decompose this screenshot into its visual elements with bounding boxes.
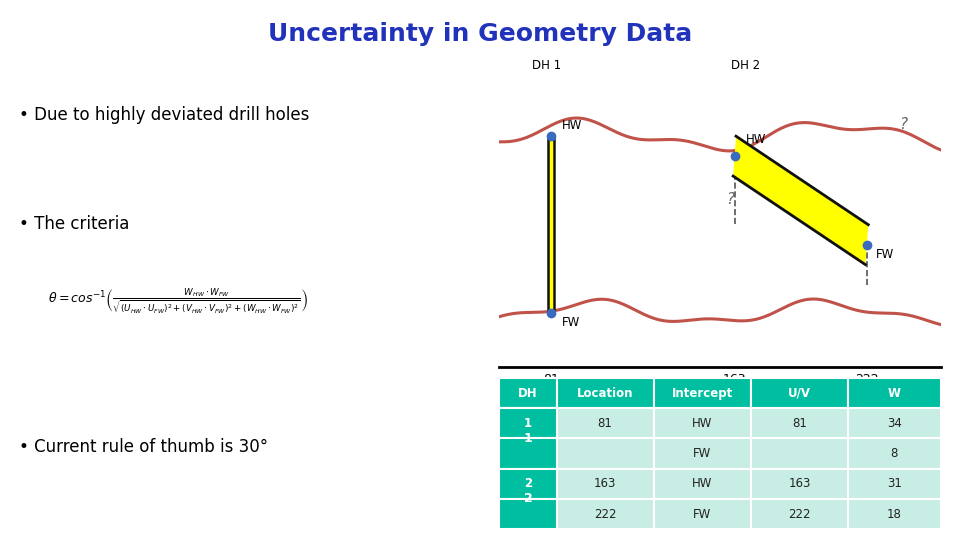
Text: ?: ? [726,192,734,207]
Bar [499,408,557,438]
Text: Intercept: Intercept [672,387,733,400]
Text: 222: 222 [594,508,616,521]
Bar [557,438,654,469]
Text: 1: 1 [524,417,532,430]
Text: 81: 81 [598,417,612,430]
Text: 163: 163 [594,477,616,490]
Text: 34: 34 [887,417,901,430]
Text: HW: HW [692,477,712,490]
Text: FW: FW [693,508,711,521]
Bar [499,499,557,529]
Text: W: W [888,387,900,400]
Text: • Current rule of thumb is 30°: • Current rule of thumb is 30° [19,438,269,456]
Text: U/V: U/V [788,387,811,400]
Bar [654,438,751,469]
Bar [848,408,941,438]
Bar [848,378,941,408]
Bar [848,469,941,499]
Text: 81: 81 [792,417,807,430]
Bar [499,499,557,529]
Text: Location: Location [577,387,634,400]
Bar [654,378,751,408]
Bar [654,469,751,499]
Text: FW: FW [876,248,894,261]
Bar [499,469,557,499]
Text: 2: 2 [523,492,532,505]
Text: 2: 2 [524,477,532,490]
Text: 1: 1 [523,432,532,445]
Bar [654,408,751,438]
Text: ?: ? [899,117,907,132]
Bar [751,408,848,438]
Bar [548,136,554,313]
Bar [557,469,654,499]
Bar [499,438,557,469]
Text: DH 1: DH 1 [532,59,561,72]
Bar [848,499,941,529]
Text: FW: FW [562,316,580,329]
Text: 18: 18 [887,508,901,521]
Text: DH: DH [518,387,538,400]
Text: 8: 8 [891,447,899,460]
Text: Uncertainty in Geometry Data: Uncertainty in Geometry Data [268,22,692,45]
Bar [751,499,848,529]
Bar [499,438,557,469]
Text: DH 2: DH 2 [732,59,760,72]
Text: • The criteria: • The criteria [19,215,130,233]
Text: HW: HW [562,119,583,132]
Text: $\theta = cos^{-1}\left(\frac{W_{HW} \cdot W_{FW}}{\sqrt{(U_{HW} \cdot U_{FW})^2: $\theta = cos^{-1}\left(\frac{W_{HW} \cd… [48,286,308,316]
Text: • Due to highly deviated drill holes: • Due to highly deviated drill holes [19,106,309,124]
Bar [751,469,848,499]
Bar [751,378,848,408]
Bar [751,438,848,469]
Text: HW: HW [692,417,712,430]
Text: FW: FW [693,447,711,460]
Bar [499,378,557,408]
Text: 31: 31 [887,477,901,490]
Text: 163: 163 [788,477,810,490]
Bar [848,438,941,469]
Polygon shape [733,136,868,265]
Bar [557,378,654,408]
Bar [557,408,654,438]
Bar [654,499,751,529]
Bar [499,469,557,499]
Bar [557,499,654,529]
Text: 222: 222 [788,508,811,521]
Bar [499,408,557,438]
Text: HW: HW [746,133,766,146]
